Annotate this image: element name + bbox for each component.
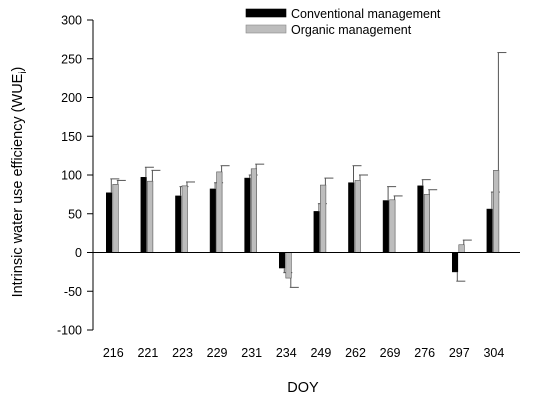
y-tick-label: 300 — [61, 14, 82, 28]
bar-organic — [493, 170, 500, 253]
x-tick-label: 221 — [137, 346, 158, 360]
bar-conventional — [348, 182, 355, 253]
axes — [92, 20, 520, 330]
bar-organic — [250, 168, 257, 253]
bar-conventional — [106, 192, 113, 253]
x-tick-label: 216 — [103, 346, 124, 360]
legend: Conventional management Organic manageme… — [245, 7, 441, 37]
legend-label-organic: Organic management — [291, 23, 412, 37]
bar-conventional — [451, 252, 459, 273]
y-tick-label: 0 — [75, 246, 82, 260]
bar-organic — [285, 252, 292, 279]
bar-organic — [147, 180, 154, 253]
x-tick-label: 231 — [241, 346, 262, 360]
x-tick-label: 262 — [345, 346, 366, 360]
legend-label-conventional: Conventional management — [291, 7, 441, 21]
bar-conventional — [140, 177, 147, 253]
bar-organic — [112, 184, 119, 253]
y-tick-label: 200 — [61, 91, 82, 105]
legend-swatch-organic — [245, 24, 287, 34]
y-tick-label: 100 — [61, 169, 82, 183]
bar-organic — [354, 180, 361, 253]
bar-conventional — [382, 200, 389, 253]
bar-organic — [216, 171, 223, 253]
bar-organic — [423, 194, 431, 253]
bar-conventional — [175, 195, 182, 253]
x-tick-label: 297 — [449, 346, 470, 360]
bar-organic — [458, 244, 465, 253]
y-axis-title-subscript: i — [18, 71, 29, 73]
y-axis-title-close: ) — [10, 67, 26, 72]
legend-swatch-conventional — [245, 8, 287, 18]
y-tick-label: 50 — [68, 207, 82, 221]
bar-conventional — [417, 185, 424, 253]
bar-conventional — [244, 177, 251, 253]
bar-organic — [320, 184, 327, 253]
x-tick-label: 269 — [380, 346, 401, 360]
bar-organic — [181, 185, 188, 253]
bar-conventional — [313, 211, 320, 253]
bar-conventional — [209, 188, 216, 253]
x-ticks: 216 221 223 229 231 234 249 262 269 276 297 304 — [103, 346, 505, 360]
bar-conventional — [486, 208, 493, 253]
x-tick-label: 276 — [414, 346, 435, 360]
x-tick-label: 229 — [207, 346, 228, 360]
x-axis-title: DOY — [287, 380, 319, 396]
x-tick-label: 249 — [310, 346, 331, 360]
y-axis-title-main: Intrinsic water use efficiency (WUE — [10, 73, 26, 297]
y-tick-label: 150 — [61, 130, 82, 144]
bar-conventional — [278, 252, 286, 269]
y-tick-label: -100 — [57, 324, 82, 338]
x-tick-label: 223 — [172, 346, 193, 360]
x-tick-label: 234 — [276, 346, 297, 360]
y-ticks: -100 -50 0 50 100 150 200 250 300 — [57, 14, 93, 338]
y-tick-label: 250 — [61, 52, 82, 66]
x-tick-label: 304 — [483, 346, 504, 360]
y-tick-label: -50 — [64, 285, 82, 299]
bar-organic — [389, 199, 396, 253]
y-axis-title: Intrinsic water use efficiency (WUEi) — [10, 67, 29, 298]
